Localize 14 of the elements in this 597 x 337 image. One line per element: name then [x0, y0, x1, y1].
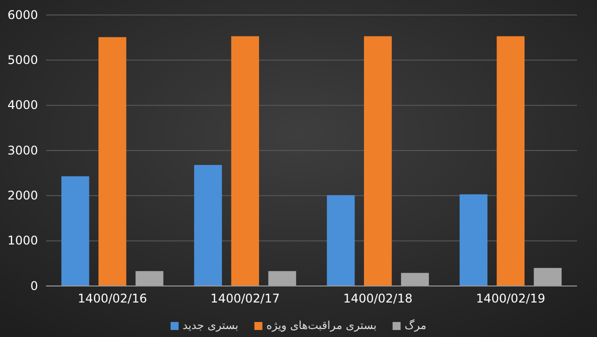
x-tick-label: 1400/02/17 [210, 292, 280, 306]
y-tick-label: 3000 [7, 143, 38, 158]
y-tick-label: 6000 [7, 8, 38, 22]
x-tick-label: 1400/02/16 [78, 292, 147, 306]
y-tick-label: 2000 [7, 188, 38, 203]
y-tick-label: 1000 [7, 234, 38, 248]
x-tick-label: 1400/02/19 [476, 292, 546, 306]
legend-label: بستری جدید [182, 319, 238, 332]
legend-label: بستری مراقبت‌های ویژه [266, 319, 377, 332]
y-tick-label: 5000 [7, 53, 38, 68]
y-tick-label: 4000 [7, 98, 38, 112]
y-tick-label: 0 [30, 278, 38, 293]
x-tick-label: 1400/02/18 [343, 292, 412, 306]
legend-label: مرگ [404, 319, 427, 332]
